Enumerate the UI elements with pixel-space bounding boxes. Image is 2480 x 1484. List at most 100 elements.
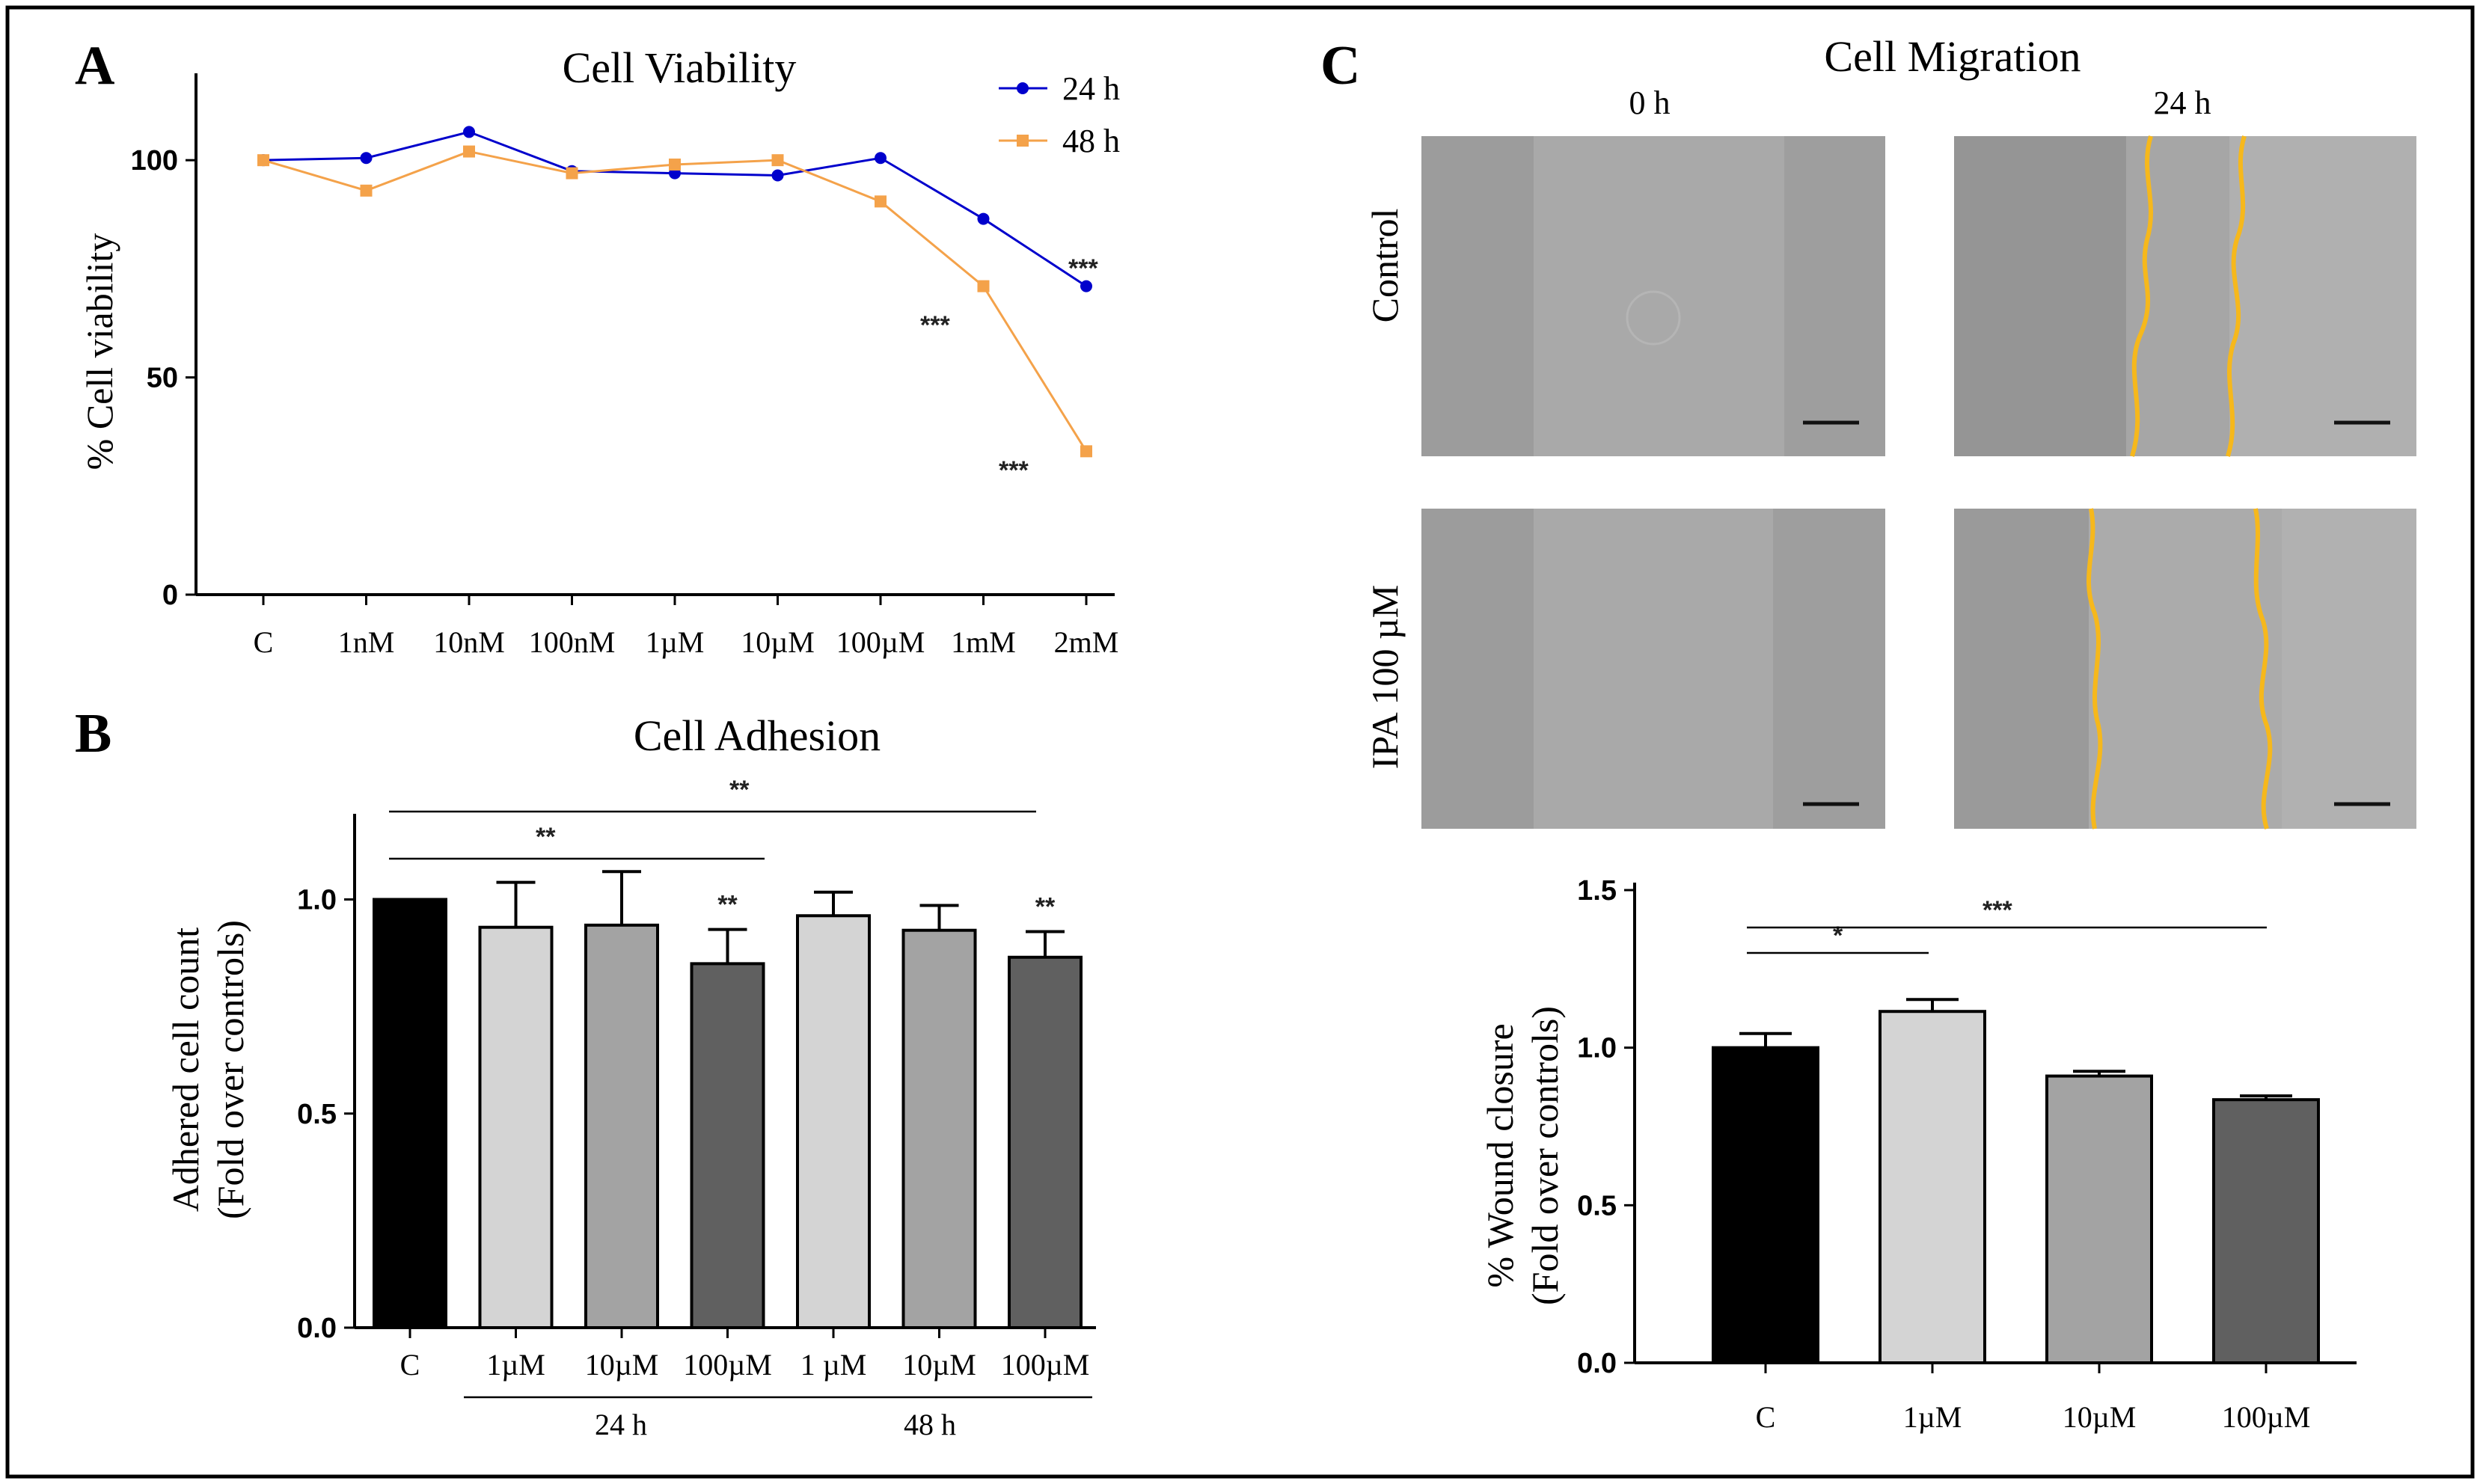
- panel-b-bracket-short-stars: **: [536, 823, 556, 851]
- legend-24h-marker: [1017, 82, 1029, 94]
- panel-a-ylabel: % Cell viability: [79, 233, 120, 470]
- panel-b-bars: ** **: [373, 870, 1083, 1329]
- micrograph-control-24h-cells-left: [1954, 136, 2126, 456]
- panel-b-ylabel-line2: (Fold over controls): [209, 920, 251, 1219]
- x-tick-label: 10µM: [902, 1348, 976, 1382]
- data-point-48h: [1080, 445, 1092, 458]
- micrograph-control-0h-cells-left: [1421, 136, 1534, 456]
- panel-c-ylabel-line1: % Wound closure: [1479, 1023, 1521, 1287]
- data-point-24h: [771, 169, 784, 182]
- panel-c-bracket-long-stars: ***: [1983, 896, 2012, 925]
- bar: [1008, 955, 1083, 1329]
- micrograph-ipa-0h-cells-right: [1773, 509, 1885, 829]
- x-tick-label: 10µM: [585, 1348, 659, 1382]
- micrograph-ipa-24h-wound-edge-right: [2253, 508, 2273, 830]
- micrograph-ipa-0h: [1421, 509, 1885, 829]
- y-tick-label: 0: [162, 580, 178, 611]
- y-tick-label: 0.5: [297, 1099, 337, 1130]
- micrograph-ipa-24h-cells-right: [2282, 509, 2416, 829]
- micrograph-control-24h: [1954, 135, 2416, 457]
- y-tick-label: 50: [147, 363, 178, 394]
- x-tick-label: 100nM: [529, 625, 616, 659]
- bar-significance: **: [717, 891, 738, 919]
- data-point-24h: [875, 152, 887, 165]
- data-point-24h: [1080, 280, 1092, 292]
- bar: [690, 962, 765, 1329]
- data-point-48h: [463, 145, 475, 158]
- data-point-48h: [360, 184, 373, 197]
- micrograph-control-24h-wound-edge-right: [2226, 135, 2247, 457]
- x-tick-label: 100µM: [836, 625, 925, 659]
- panel-c-title: Cell Migration: [1824, 32, 2081, 81]
- micrograph-control-24h-cells-right: [2229, 136, 2416, 456]
- panel-a-letter: A: [75, 35, 114, 96]
- panel-b-group-24h-label: 24 h: [595, 1408, 647, 1441]
- panel-a-sig-2mm-48h: ***: [999, 456, 1029, 485]
- panel-b-bracket-long-stars: **: [729, 776, 750, 804]
- panel-c-row-control: Control: [1364, 209, 1406, 323]
- y-tick-label: 0.0: [297, 1313, 337, 1344]
- data-point-48h: [977, 280, 990, 292]
- micrograph-ipa-24h: [1954, 508, 2416, 830]
- panel-a-x-ticks: C 1nM 10nM 100nM 1µM 10µM 100µM 1mM 2mM: [254, 595, 1119, 659]
- bar: [1712, 1046, 1819, 1364]
- micrograph-control-0h-cells-right: [1784, 136, 1885, 456]
- x-tick-label: 1mM: [951, 625, 1016, 659]
- x-tick-label: 1 µM: [800, 1348, 867, 1382]
- panel-a-y-ticks: 0 50 100: [131, 145, 196, 611]
- x-tick-label: 2mM: [1054, 625, 1119, 659]
- x-tick-label: C: [400, 1348, 420, 1382]
- panel-b-x-ticks: C 1µM 10µM 100µM 1 µM 10µM 100µM: [400, 1328, 1090, 1382]
- data-point-48h: [771, 154, 784, 167]
- bar-significance: **: [1035, 892, 1056, 921]
- y-tick-label: 100: [131, 145, 178, 177]
- panel-c-ylabel-line2: (Fold over controls): [1524, 1006, 1566, 1305]
- panel-c-y-ticks: 0.0 0.5 1.0 1.5: [1577, 875, 1635, 1379]
- x-tick-label: 100µM: [1001, 1348, 1090, 1382]
- panel-b-group-48h-label: 48 h: [904, 1408, 956, 1441]
- bar: [584, 923, 659, 1329]
- micrograph-control-0h: [1421, 136, 1885, 456]
- y-tick-label: 0.5: [1577, 1190, 1617, 1221]
- micrograph-ipa-0h-cells-left: [1421, 509, 1534, 829]
- panel-c-x-ticks: C 1µM 10µM 100µM: [1756, 1363, 2311, 1434]
- x-tick-label: 1nM: [338, 625, 395, 659]
- y-tick-label: 0.0: [1577, 1348, 1617, 1379]
- x-tick-label: C: [1756, 1400, 1776, 1434]
- x-tick-label: C: [254, 625, 274, 659]
- bar: [901, 928, 977, 1329]
- x-tick-label: 10µM: [2063, 1400, 2137, 1434]
- x-tick-label: 1µM: [486, 1348, 545, 1382]
- panel-a-series: [257, 126, 1092, 458]
- panel-c-bracket-short-stars: *: [1833, 922, 1843, 950]
- bar: [796, 914, 871, 1329]
- panel-b-letter: B: [75, 703, 111, 764]
- y-tick-label: 1.5: [1577, 875, 1617, 907]
- panel-a-legend: 24 h 48 h: [999, 70, 1120, 159]
- panel-b-ylabel-line1: Adhered cell count: [165, 927, 206, 1212]
- data-point-24h: [977, 212, 990, 225]
- data-point-48h: [566, 167, 578, 180]
- x-tick-label: 10nM: [433, 625, 505, 659]
- bar: [478, 925, 554, 1329]
- y-tick-label: 1.0: [297, 885, 337, 916]
- data-point-24h: [360, 152, 373, 165]
- micrograph-control-0h-artifact: [1626, 290, 1681, 346]
- micrograph-ipa-24h-wound-edge-left: [2086, 508, 2103, 830]
- x-tick-label: 100µM: [2222, 1400, 2311, 1434]
- bar: [1879, 1010, 1986, 1365]
- panel-a-sig-2mm-24h: ***: [1068, 254, 1098, 283]
- legend-48h-marker: [1017, 135, 1029, 147]
- panel-b-y-ticks: 0.0 0.5 1.0: [297, 885, 355, 1344]
- panel-a-sig-1mm-48h: ***: [920, 311, 950, 340]
- panel-b-title: Cell Adhesion: [634, 711, 881, 760]
- legend-48h-label: 48 h: [1062, 123, 1120, 159]
- panel-c-col-0h: 0 h: [1629, 85, 1671, 121]
- panel-c-col-24h: 24 h: [2154, 85, 2211, 121]
- y-tick-label: 1.0: [1577, 1033, 1617, 1064]
- micrograph-control-24h-wound-edge-left: [2130, 135, 2153, 457]
- panel-a-title: Cell Viability: [563, 43, 797, 92]
- x-tick-label: 10µM: [741, 625, 815, 659]
- x-tick-label: 100µM: [683, 1348, 772, 1382]
